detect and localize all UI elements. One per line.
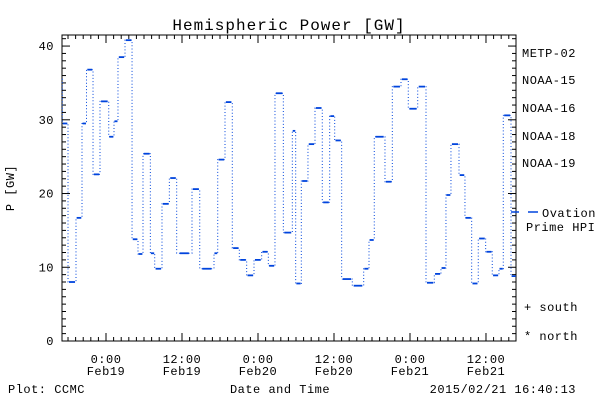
- chart-title: Hemispheric Power [GW]: [172, 17, 405, 35]
- x-tick-date-3: Feb20: [315, 365, 354, 379]
- y-tick-label-40: 40: [39, 40, 54, 54]
- legend-south-marker: + south: [524, 301, 578, 315]
- legend-item-noaa-18: NOAA-18: [522, 130, 576, 144]
- y-tick-label-30: 30: [39, 114, 54, 128]
- data-series-ovation-prime-hpi: [61, 39, 516, 287]
- y-axis-label: P [GW]: [4, 165, 18, 211]
- legend-item-noaa-16: NOAA-16: [522, 102, 576, 116]
- legend-line-label-2: Prime HPI: [526, 221, 595, 235]
- x-tick-date-0: Feb19: [87, 365, 126, 379]
- x-tick-time-4: 0:00: [395, 353, 426, 367]
- x-tick-date-4: Feb21: [391, 365, 430, 379]
- x-tick-date-2: Feb20: [239, 365, 278, 379]
- legend-item-noaa-15: NOAA-15: [522, 74, 576, 88]
- x-tick-time-1: 12:00: [163, 353, 202, 367]
- plot-frame: [61, 34, 517, 342]
- x-tick-time-0: 0:00: [91, 353, 122, 367]
- legend-line-label-1: Ovation: [542, 207, 596, 221]
- legend-item-noaa-19: NOAA-19: [522, 157, 576, 171]
- plot-credit: Plot: CCMC: [8, 383, 85, 397]
- y-tick-label-0: 0: [46, 335, 54, 349]
- legend-north-marker: * north: [524, 330, 578, 344]
- x-tick-time-5: 12:00: [467, 353, 506, 367]
- x-axis-label: Date and Time: [230, 383, 330, 397]
- x-tick-time-3: 12:00: [315, 353, 354, 367]
- y-tick-label-20: 20: [39, 188, 54, 202]
- x-tick-date-5: Feb21: [467, 365, 506, 379]
- x-tick-time-2: 0:00: [243, 353, 274, 367]
- legend-item-metp-02: METP-02: [522, 47, 576, 61]
- axis-ticks: [62, 35, 516, 342]
- plot-timestamp: 2015/02/21 16:40:13: [430, 383, 576, 397]
- y-tick-label-10: 10: [39, 261, 54, 275]
- x-tick-date-1: Feb19: [163, 365, 202, 379]
